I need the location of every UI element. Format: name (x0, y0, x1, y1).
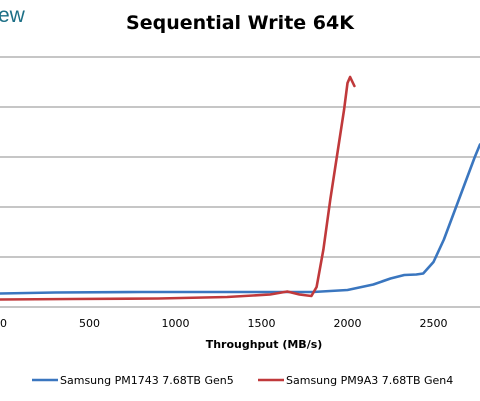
legend-label-1: Samsung PM9A3 7.68TB Gen4 (286, 374, 453, 387)
logo-fragment: ew (0, 4, 25, 27)
x-tick-label: 0 (0, 317, 7, 330)
x-tick-label: 500 (79, 317, 100, 330)
x-tick-label: 2000 (334, 317, 362, 330)
series-line-0 (0, 143, 480, 295)
series-line-1 (0, 75, 356, 301)
legend: Samsung PM1743 7.68TB Gen5 Samsung PM9A3 … (32, 374, 453, 387)
series-lines (0, 75, 480, 301)
chart-title: Sequential Write 64K (126, 12, 354, 34)
x-axis-label: Throughput (MB/s) (206, 338, 323, 351)
x-tick-label: 2500 (420, 317, 448, 330)
x-tick-labels: 0 500 1000 1500 2000 2500 (0, 317, 448, 330)
legend-label-0: Samsung PM1743 7.68TB Gen5 (60, 374, 234, 387)
x-tick-label: 1500 (248, 317, 276, 330)
gridlines (0, 56, 480, 308)
x-tick-label: 1000 (161, 317, 189, 330)
